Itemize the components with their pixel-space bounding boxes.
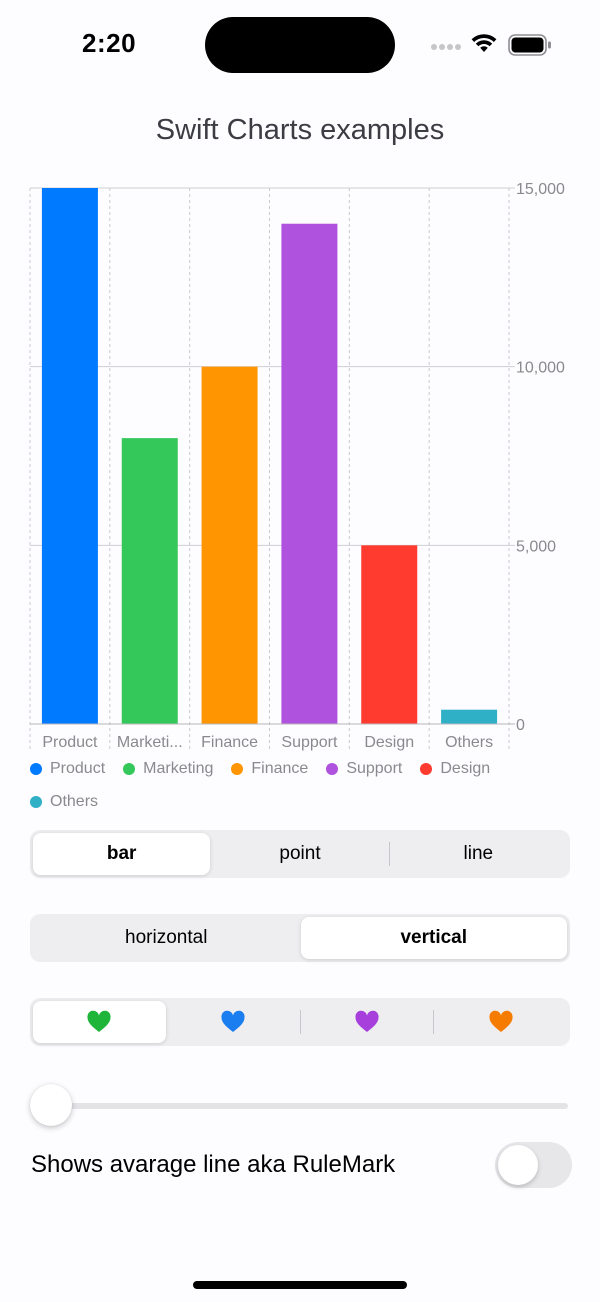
chart-type-picker[interactable]: bar point line — [30, 830, 570, 878]
signal-icon — [431, 40, 461, 52]
y-tick-label: 0 — [516, 717, 525, 734]
legend-label: Finance — [251, 760, 309, 777]
x-tick-label: Product — [42, 734, 98, 751]
legend-swatch — [420, 763, 433, 775]
legend-label: Product — [50, 760, 106, 777]
x-tick-label: Finance — [201, 734, 258, 751]
purple-heart-icon — [355, 1010, 379, 1032]
segment-horizontal[interactable]: horizontal — [125, 927, 208, 948]
orange-heart-icon — [489, 1010, 513, 1032]
segment-bar[interactable]: bar — [33, 833, 211, 875]
legend-label: Support — [346, 760, 403, 777]
segment-purple-heart[interactable] — [301, 1001, 434, 1043]
slider-thumb[interactable] — [30, 1084, 72, 1126]
home-indicator — [193, 1281, 407, 1289]
toggle-knob[interactable] — [498, 1145, 538, 1185]
slider-track[interactable] — [50, 1103, 568, 1109]
segment-separator — [299, 1010, 301, 1034]
legend-item: Product — [30, 758, 105, 780]
segment-separator — [388, 842, 390, 866]
rule-mark-toggle[interactable] — [495, 1142, 572, 1188]
segment-blue-heart[interactable] — [167, 1001, 300, 1043]
chart-legend: Product Marketing Finance Support Design Othe… — [30, 758, 530, 813]
legend-label: Others — [50, 793, 99, 810]
segment-orange-heart[interactable] — [434, 1001, 567, 1043]
legend-item: Others — [30, 791, 98, 813]
x-tick-label: Others — [445, 734, 493, 751]
legend-item: Marketing — [123, 758, 213, 780]
battery-icon — [508, 34, 551, 56]
blue-heart-icon — [221, 1010, 245, 1032]
y-tick-label: 10,000 — [516, 360, 565, 377]
segment-separator — [433, 1010, 435, 1034]
status-time: 2:20 — [82, 28, 137, 58]
bar-marketing — [121, 438, 178, 724]
legend-swatch — [30, 796, 42, 808]
legend-swatch — [326, 763, 339, 775]
x-tick-label: Marketi... — [117, 734, 183, 751]
bar-finance — [201, 366, 258, 724]
bar-support — [281, 223, 338, 724]
bar-others — [441, 709, 498, 724]
segment-vertical[interactable]: vertical — [300, 917, 567, 959]
legend-swatch — [231, 763, 244, 775]
legend-swatch — [123, 763, 136, 775]
legend-label: Marketing — [143, 760, 214, 777]
x-tick-label: Design — [364, 734, 414, 751]
orientation-picker[interactable]: horizontal vertical — [30, 914, 570, 962]
wifi-icon — [471, 34, 497, 52]
dynamic-island — [205, 17, 395, 73]
y-tick-label: 15,000 — [516, 181, 565, 198]
y-tick-label: 5,000 — [516, 538, 556, 555]
segment-line[interactable]: line — [463, 843, 494, 864]
page-title: Swift Charts examples — [155, 114, 445, 146]
rule-mark-toggle-label: Shows avarage line aka RuleMark — [31, 1151, 396, 1178]
x-tick-label: Support — [281, 734, 338, 751]
legend-label: Design — [440, 760, 491, 777]
bar-design — [361, 545, 418, 724]
status-bar: 2:20 — [0, 0, 600, 90]
color-picker[interactable] — [30, 998, 570, 1046]
segment-point[interactable]: point — [279, 843, 321, 864]
legend-item: Support — [326, 758, 402, 780]
legend-item: Design — [420, 758, 490, 780]
segment-green-heart[interactable] — [33, 1001, 166, 1043]
legend-swatch — [30, 763, 42, 775]
green-heart-icon — [87, 1010, 111, 1032]
bar-product — [41, 188, 98, 724]
legend-item: Finance — [231, 758, 308, 780]
bar-chart: 0 5,000 10,000 15,000 Product Marketi... Finan… — [29, 181, 565, 751]
